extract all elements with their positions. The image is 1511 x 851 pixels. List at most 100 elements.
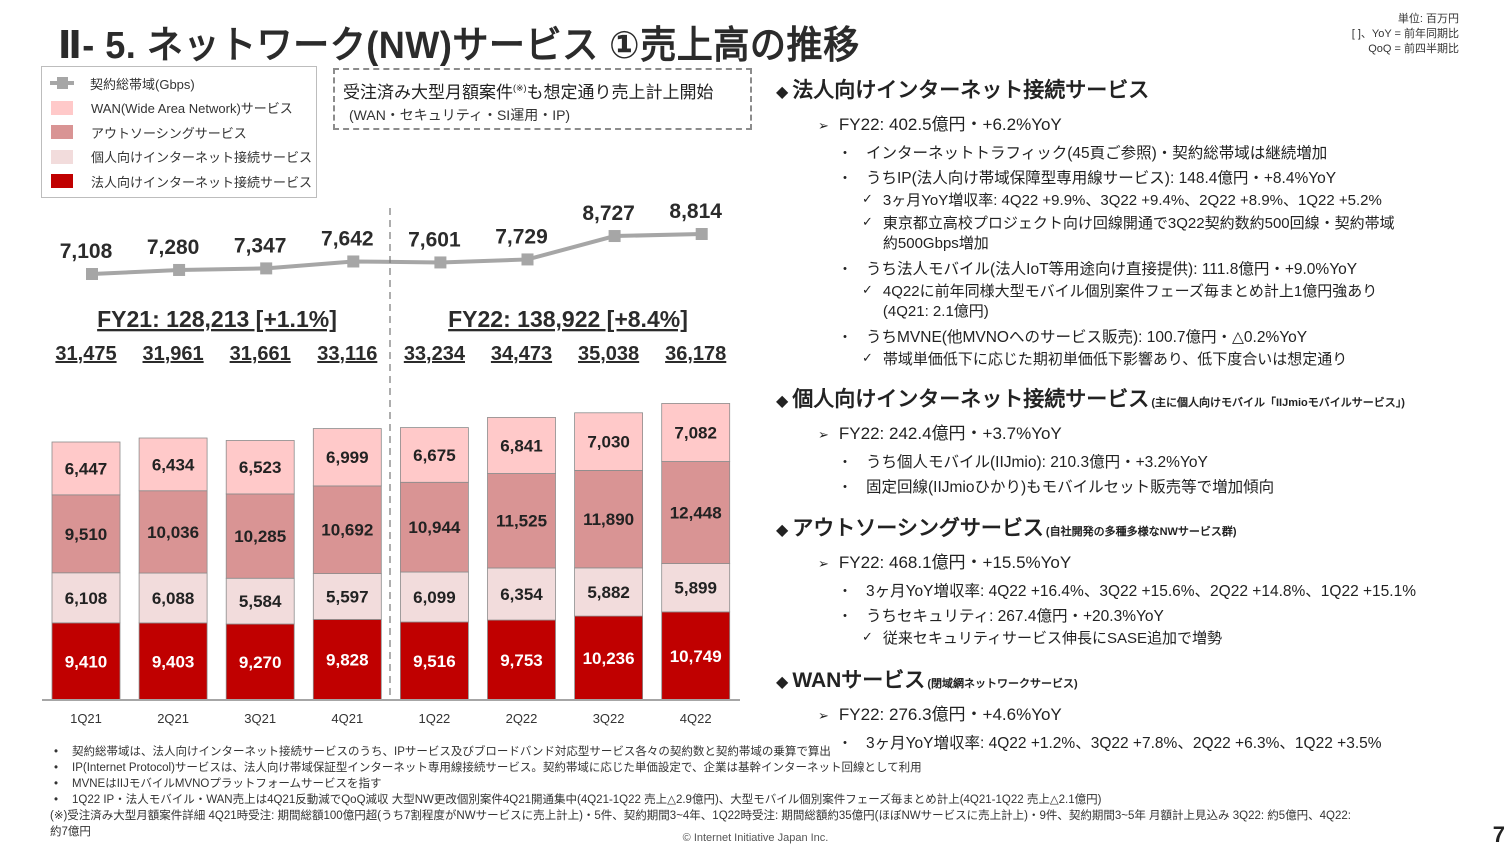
check-bullet-icon: ✓ [862,350,873,365]
bar-segment [399,481,469,573]
unit-note-line: QoQ = 前四半期比 [1368,43,1459,55]
total-label: 36,178 [665,343,726,365]
bar-segment [487,567,556,621]
bullet-text: うち個人モバイル(IIJmio): 210.3億円・+3.2%YoY [866,454,1208,471]
bullet-item: ・うち法人モバイル(法人IoT等用途向け直接提供): 111.8億円・+9.0%… [776,257,1496,279]
dot-bullet-icon: • [54,778,59,790]
bullet-text: インターネットトラフィック(45頁ご参照)・契約総帯域は継続増加 [866,145,1328,162]
bar-segment [661,461,731,564]
bullet-text: 3ヶ月YoY増収率: 4Q22 +1.2%、3Q22 +7.8%、2Q22 +6… [866,735,1382,752]
x-tick-label: 1Q22 [418,711,450,726]
bar-segment [487,619,556,701]
bar-value-label: 6,354 [500,585,543,604]
section-heading: ◆ WANサービス (閉域網ネットワークサービス) [776,664,1496,694]
x-tick-label: 2Q21 [157,711,189,726]
bandwidth-marker [260,262,273,275]
bar-value-label: 6,434 [152,455,195,474]
x-tick-label: 1Q21 [70,711,102,726]
bar-value-label: 6,675 [413,446,456,465]
callout-text: 受注済み大型月額案件 [343,83,513,102]
section-title: 個人向けインターネット接続サービス [792,388,1150,411]
page-number: 7 [1492,822,1505,847]
x-tick-label: 2Q22 [506,711,538,726]
section-title: 法人向けインターネット接続サービス [792,79,1150,102]
bar-series [42,208,740,701]
bar-value-label: 6,099 [413,588,456,607]
dot-bullet-icon: ・ [838,170,852,186]
diamond-bullet-icon: ◆ [776,674,789,691]
fiscal-year-total: FY21: 128,213 [+1.1%] [97,306,337,332]
bar-value-label: 6,108 [65,589,108,608]
bandwidth-value-label: 7,108 [60,240,113,263]
diamond-bullet-icon: ◆ [776,393,789,410]
section-subtitle: (閉域網ネットワークサービス) [927,678,1078,690]
total-label: 31,475 [55,343,116,365]
bullet-item: ➢ FY22: 242.4億円・+3.7%YoY [776,419,1496,444]
total-label: 31,661 [230,343,291,365]
unit-note: 単位: 百万円 [ ]、YoY = 前年同期比 QoQ = 前四半期比 [1352,12,1459,57]
bullet-text: うちIP(法人向け帯域保障型専用線サービス): 148.4億円・+8.4%YoY [866,170,1337,187]
bar-segment [312,573,382,620]
bar-segment [399,427,469,483]
dot-bullet-icon: ・ [838,329,852,345]
bandwidth-marker [434,256,447,269]
dot-bullet-icon: • [54,794,59,806]
arrow-bullet-icon: ➢ [818,708,829,723]
section-subtitle: (自社開発の多種多様なNWサービス群) [1045,526,1237,538]
bar-segment [661,403,731,462]
bar-value-label: 7,082 [674,423,717,442]
bullet-text: うちMVNE(他MVNOへのサービス販売): 100.7億円・△0.2%YoY [866,329,1308,346]
bar-value-label: 11,890 [583,510,634,529]
legend-swatch [51,125,73,140]
bullet-text: 3ヶ月YoY増収率: 4Q22 +16.4%、3Q22 +15.6%、2Q22 … [866,583,1417,600]
bar-segment [574,470,643,569]
dot-bullet-icon: ・ [838,735,852,751]
bandwidth-marker [347,255,360,268]
copyright: © Internet Initiative Japan Inc. [682,832,829,844]
bullet-item: ・ 3ヶ月YoY増収率: 4Q22 +16.4%、3Q22 +15.6%、2Q22… [776,579,1496,601]
section-heading: ◆ 個人向けインターネット接続サービス (主に個人向けモバイル「IIJmioモバイル… [776,383,1496,413]
bar-segment [312,428,382,487]
bar-segment [51,494,121,574]
bullet-text: 3ヶ月YoY増収率: 4Q22 +9.9%、3Q22 +9.4%、2Q22 +8… [882,192,1382,209]
bandwidth-marker [608,230,621,243]
bar-segment [225,440,295,495]
check-bullet-icon: ✓ [862,629,873,644]
legend-item-wan: WAN(Wide Area Network)サービス [48,96,316,121]
bar-value-label: 9,828 [326,651,369,670]
x-tick-label: 3Q21 [244,711,276,726]
legend-label: 個人向けインターネット接続サービス [91,150,313,166]
bar-value-label: 10,285 [234,527,286,546]
callout-line-2: (WAN・セキュリティ・SI運用・IP) [349,107,571,123]
x-tick-label: 4Q21 [331,711,363,726]
bullet-item: ・インターネットトラフィック(45頁ご参照)・契約総帯域は継続増加 [776,141,1496,163]
bar-segment [138,437,208,492]
section-subtitle: (主に個人向けモバイル「IIJmioモバイルサービス」) [1151,397,1405,409]
bullet-text: 4Q22に前年同様大型モバイル個別案件フェーズ毎まとめ計上1億円強あり (4Q2… [882,283,1378,320]
bar-value-label: 12,448 [670,504,722,523]
unit-note-line: 単位: 百万円 [1397,13,1459,25]
chart-labels: 9,410 6,108 9,510 6,447 1Q21 31,475 9,403 6,088… [55,200,726,726]
bullet-text: FY22: 468.1億円・+15.5%YoY [838,553,1072,572]
bullet-text: 東京都立高校プロジェクト向け回線開通で3Q22契約数約500回線・契約帯域 約5… [882,215,1395,252]
bar-value-label: 5,899 [674,579,717,598]
dot-bullet-icon: ・ [838,583,852,599]
bandwidth-value-label: 7,280 [147,236,200,259]
footnote: • 契約総帯域は、法人向けインターネット接続サービスのうち、IPサービス及びブロー… [50,744,1470,760]
bullet-text: FY22: 402.5億円・+6.2%YoY [838,115,1062,134]
bullet-item: ・ 3ヶ月YoY増収率: 4Q22 +1.2%、3Q22 +7.8%、2Q22 +… [776,731,1496,753]
legend-item-corporate: 法人向けインターネット接続サービス [48,169,316,194]
bar-value-label: 9,516 [413,652,456,671]
bullet-item: ✓ 従来セキュリティサービス伸長にSASE追加で増勢 [776,629,1496,649]
total-label: 34,473 [491,343,552,365]
bar-segment [312,485,382,574]
bandwidth-value-label: 8,727 [582,202,635,225]
legend-label: 契約総帯域(Gbps) [90,76,195,92]
bar-segment [225,577,295,625]
callout-line-1: 受注済み大型月額案件(※)も想定通り売上計上開始 [343,78,750,103]
dot-bullet-icon: • [54,746,59,758]
bar-value-label: 5,597 [326,588,369,607]
legend-swatch [51,100,73,115]
legend-swatch [51,174,73,189]
bandwidth-marker [521,253,534,266]
